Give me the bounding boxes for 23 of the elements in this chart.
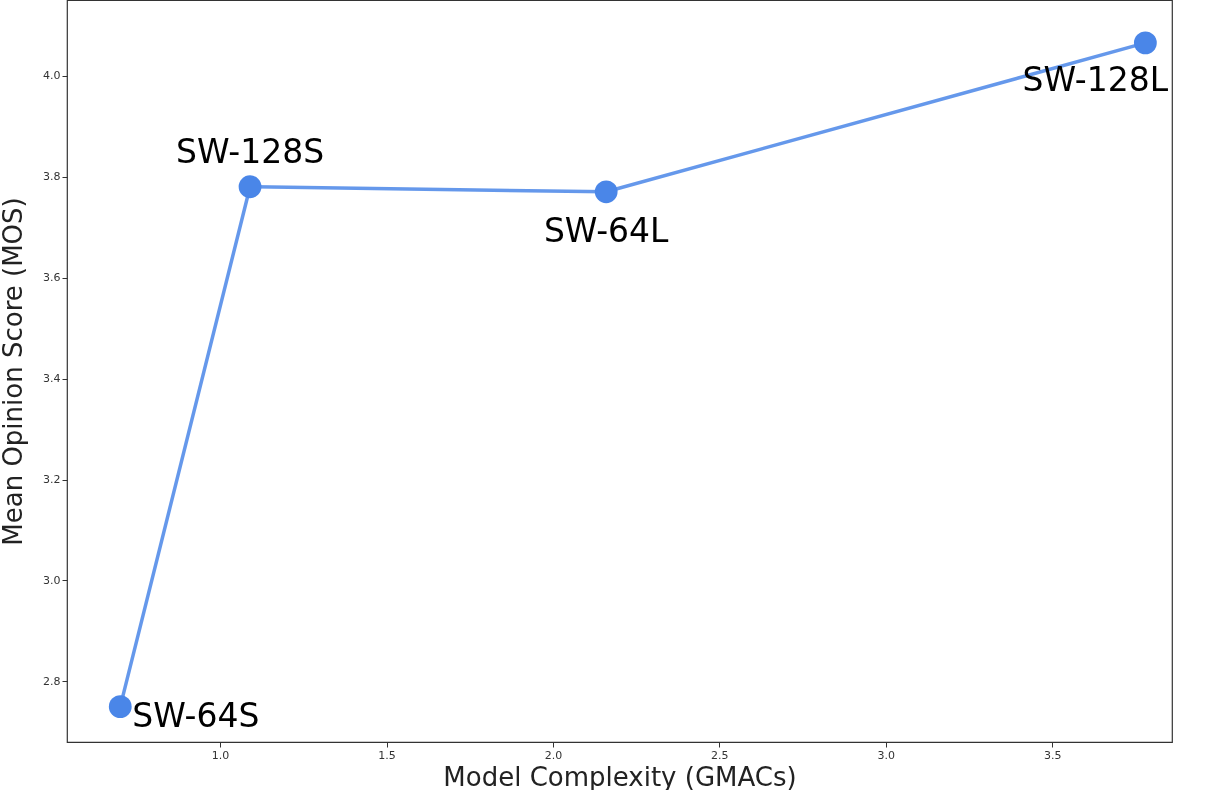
annotation: SW-64S — [132, 695, 260, 735]
point — [238, 175, 262, 199]
point — [1133, 31, 1157, 55]
y-tick-label: 3.8 — [43, 170, 61, 184]
x-tick-label: 3.5 — [1043, 748, 1062, 762]
x-tick-label: 1.0 — [211, 748, 230, 762]
x-tick-label: 1.5 — [378, 748, 396, 762]
annotation: SW-64L — [543, 210, 670, 250]
y-tick-label: 3.2 — [43, 473, 61, 487]
x-tick-label: 2.0 — [544, 748, 563, 762]
point — [108, 695, 132, 719]
y-axis-title: Mean Opinion Score (MOS) — [0, 197, 29, 546]
point — [594, 180, 618, 204]
y-tick-label: 4.0 — [43, 69, 61, 83]
y-tick-label: 3.4 — [43, 372, 61, 386]
annotation: SW-128S — [176, 131, 325, 171]
x-tick-label: 3.0 — [877, 748, 896, 762]
x-tick-label: 2.5 — [711, 748, 729, 762]
y-tick-label: 3.0 — [43, 573, 61, 587]
annotation: SW-128L — [1022, 59, 1169, 99]
y-tick-label: 3.6 — [43, 271, 61, 285]
y-tick-label: 2.8 — [43, 674, 61, 688]
x-axis-title: Model Complexity (GMACs) — [443, 761, 797, 792]
